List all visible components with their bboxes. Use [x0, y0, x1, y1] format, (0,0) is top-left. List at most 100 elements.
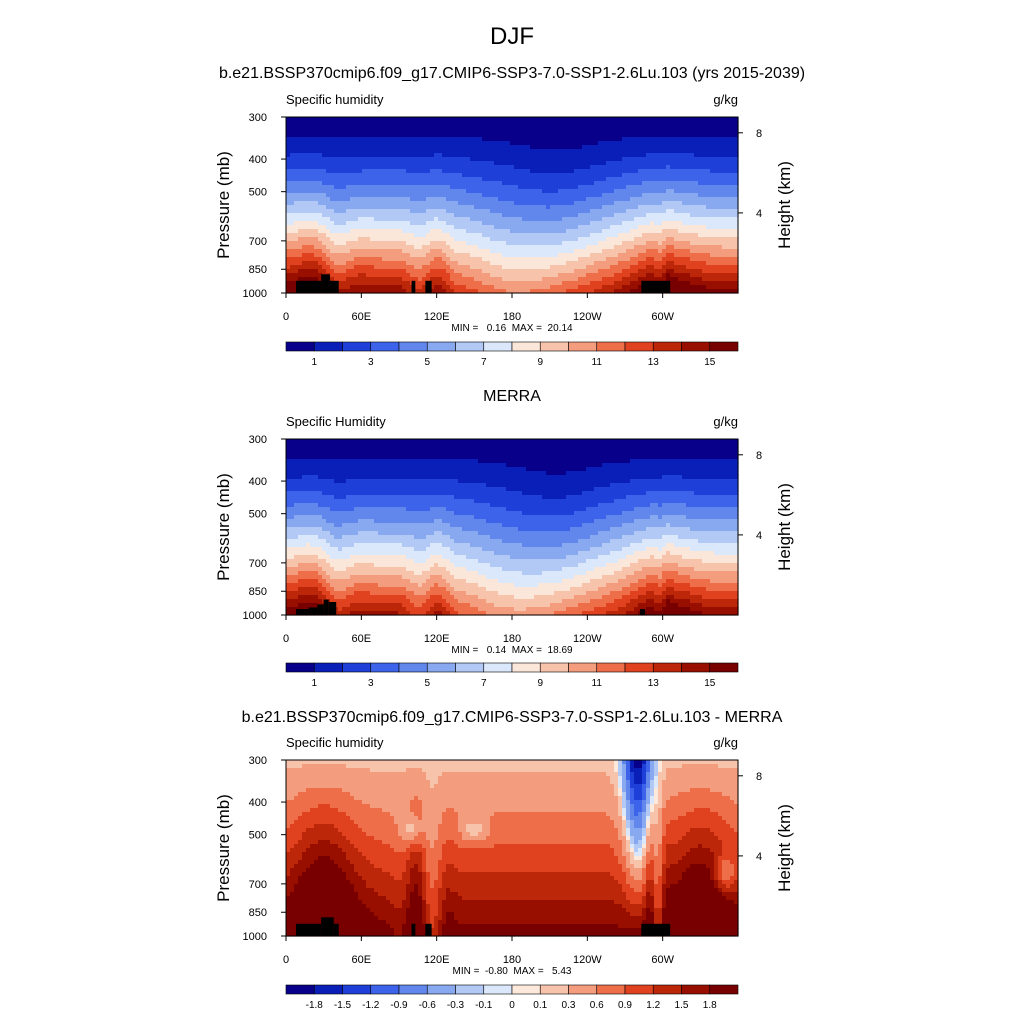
model-cell	[346, 281, 351, 286]
model-cell	[450, 157, 455, 162]
model-cell	[314, 221, 319, 226]
model-cell	[706, 221, 711, 226]
model-cell	[530, 269, 535, 274]
model-cell	[638, 185, 643, 190]
model-cell	[434, 225, 439, 230]
model-cell	[510, 229, 515, 234]
model-cell	[650, 249, 655, 254]
model-cell	[354, 189, 359, 194]
model-cell	[462, 261, 467, 266]
model-cell	[434, 149, 439, 154]
model-cell	[646, 121, 651, 126]
model-cell	[318, 245, 323, 250]
model-cell	[522, 133, 527, 138]
model-cell	[350, 181, 355, 186]
model-cell	[466, 133, 471, 138]
model-cell	[286, 185, 291, 190]
model-cell	[578, 285, 583, 290]
model-cell	[542, 205, 547, 210]
model-cell	[730, 141, 735, 146]
model-cell	[386, 241, 391, 246]
model-cell	[318, 169, 323, 174]
model-cell	[618, 257, 623, 262]
model-cell	[690, 237, 695, 242]
model-cell	[694, 173, 699, 178]
model-cell	[450, 213, 455, 218]
model-cell	[514, 241, 519, 246]
model-cell	[482, 145, 487, 150]
model-cell	[422, 129, 427, 134]
model-cell	[470, 201, 475, 206]
model-cell	[322, 141, 327, 146]
model-cell	[370, 121, 375, 126]
model-cell	[690, 217, 695, 222]
model-cell	[494, 261, 499, 266]
model-cell	[590, 173, 595, 178]
model-cell	[462, 153, 467, 158]
model-cell	[406, 133, 411, 138]
model-cell	[394, 181, 399, 186]
model-cell	[386, 181, 391, 186]
model-cell	[670, 189, 675, 194]
model-cell	[362, 245, 367, 250]
model-cell	[322, 161, 327, 166]
model-cell	[530, 229, 535, 234]
model-cell	[434, 245, 439, 250]
model-cell	[386, 277, 391, 282]
model-cell	[466, 261, 471, 266]
model-cell	[418, 169, 423, 174]
model-cell	[670, 121, 675, 126]
model-cell	[374, 225, 379, 230]
model-cell	[554, 269, 559, 274]
model-cell	[338, 173, 343, 178]
model-cell	[414, 141, 419, 146]
model-cell	[462, 121, 467, 126]
model-cell	[538, 189, 543, 194]
model-cell	[594, 137, 599, 142]
model-cell	[518, 133, 523, 138]
model-cell	[726, 193, 731, 198]
model-cell	[534, 249, 539, 254]
model-cell	[574, 129, 579, 134]
model-cell	[718, 277, 723, 282]
model-cell	[494, 237, 499, 242]
model-cell	[450, 245, 455, 250]
model-cell	[306, 173, 311, 178]
model-cell	[546, 177, 551, 182]
model-cell	[614, 245, 619, 250]
model-cell	[634, 169, 639, 174]
model-cell	[386, 229, 391, 234]
model-cell	[602, 245, 607, 250]
model-cell	[350, 261, 355, 266]
model-cell	[718, 181, 723, 186]
model-cell	[314, 153, 319, 158]
model-cell	[634, 225, 639, 230]
model-cell	[310, 237, 315, 242]
model-cell	[438, 237, 443, 242]
model-cell	[362, 205, 367, 210]
model-cell	[570, 213, 575, 218]
model-cell	[430, 125, 435, 130]
model-cell	[538, 145, 543, 150]
model-cell	[570, 133, 575, 138]
model-cell	[514, 209, 519, 214]
model-cell	[522, 185, 527, 190]
model-cell	[706, 193, 711, 198]
model-cell	[590, 225, 595, 230]
model-cell	[470, 205, 475, 210]
model-cell	[502, 173, 507, 178]
model-cell	[406, 249, 411, 254]
model-cell	[378, 253, 383, 258]
model-cell	[698, 117, 703, 122]
model-cell	[674, 261, 679, 266]
model-cell	[470, 289, 475, 294]
model-cell	[294, 161, 299, 166]
model-cell	[638, 129, 643, 134]
model-cell	[674, 205, 679, 210]
model-cell	[530, 157, 535, 162]
model-cell	[562, 137, 567, 142]
model-cell	[626, 285, 631, 290]
model-cell	[598, 237, 603, 242]
model-cell	[306, 181, 311, 186]
model-cell	[510, 121, 515, 126]
